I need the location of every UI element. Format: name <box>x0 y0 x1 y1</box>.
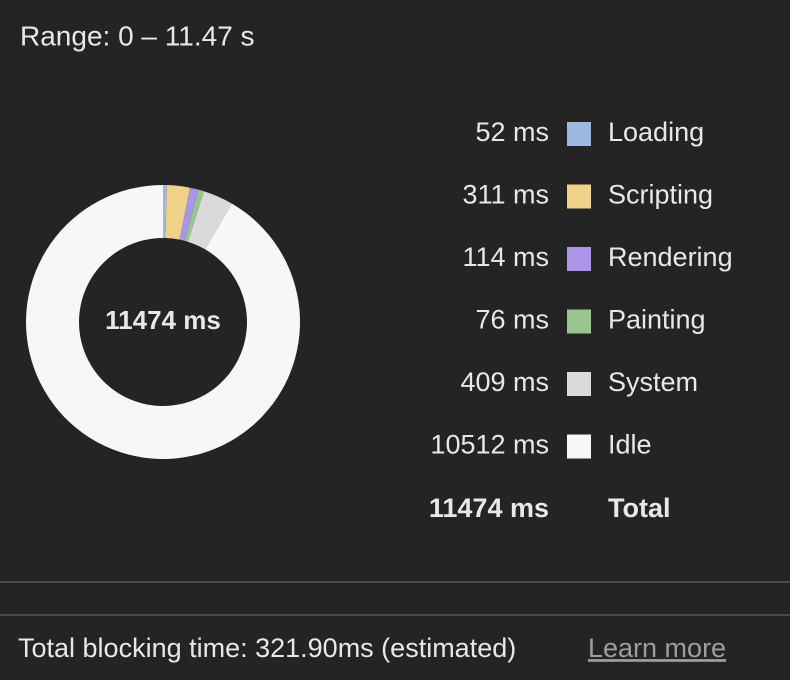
legend-value: 311 ms <box>462 180 549 210</box>
legend-value: 10512 ms <box>430 430 549 460</box>
donut-slice <box>188 191 232 250</box>
legend-label: Painting <box>608 305 706 335</box>
legend-swatch <box>567 372 591 396</box>
legend-value: 52 ms <box>475 117 549 147</box>
donut-slice <box>179 187 199 241</box>
legend-label: Scripting <box>608 180 713 210</box>
legend-label: Idle <box>608 430 652 460</box>
learn-more-link[interactable]: Learn more <box>588 633 726 663</box>
total-value: 11474 ms <box>429 493 549 523</box>
legend-value: 409 ms <box>460 367 549 397</box>
donut-slice <box>165 185 191 240</box>
legend-swatch <box>567 122 591 146</box>
legend-swatch <box>567 434 591 459</box>
legend-swatch <box>567 184 591 209</box>
legend-swatch <box>567 247 591 271</box>
range-label: Range: 0 – 11.47 s <box>20 20 255 51</box>
legend-value: 76 ms <box>475 305 549 335</box>
legend-value: 114 ms <box>462 242 549 272</box>
legend-label: Loading <box>608 117 704 147</box>
legend-label: System <box>608 367 698 397</box>
donut-slice <box>25 185 300 459</box>
total-label: Total <box>608 493 671 523</box>
donut-slice <box>163 185 167 239</box>
center-total: 11474 ms <box>105 305 221 335</box>
legend-label: Rendering <box>608 242 733 272</box>
donut-slice <box>184 189 204 242</box>
blocking-time: Total blocking time: 321.90ms (estimated… <box>18 633 516 663</box>
legend-swatch <box>567 309 591 334</box>
